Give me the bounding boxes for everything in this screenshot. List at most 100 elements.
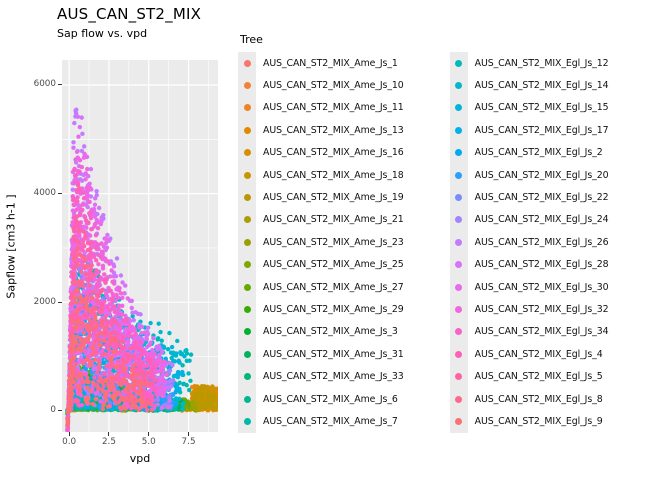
y-tick-label: 6000 xyxy=(33,79,56,90)
legend-label: AUS_CAN_ST2_MIX_Egl_Js_14 xyxy=(474,80,609,92)
legend-dot-icon xyxy=(455,149,463,157)
legend-key xyxy=(449,163,468,187)
legend-item: AUS_CAN_ST2_MIX_Ame_Js_33 xyxy=(238,365,404,388)
legend-dot-icon xyxy=(455,328,463,336)
y-tick-label: 4000 xyxy=(33,188,56,199)
legend-key xyxy=(449,275,468,299)
legend-item: AUS_CAN_ST2_MIX_Egl_Js_20 xyxy=(449,163,609,187)
legend-label: AUS_CAN_ST2_MIX_Ame_Js_13 xyxy=(263,124,404,136)
legend-dot-icon xyxy=(243,126,251,134)
legend-item: AUS_CAN_ST2_MIX_Ame_Js_11 xyxy=(238,96,404,120)
legend-key xyxy=(238,208,256,232)
legend-item: AUS_CAN_ST2_MIX_Ame_Js_31 xyxy=(238,343,404,366)
legend-dot-icon xyxy=(455,238,463,246)
legend-dot-icon xyxy=(455,350,463,358)
y-axis-title-wrap: Sapflow [cm3 h-1 ] xyxy=(2,60,20,432)
plot-subtitle: Sap flow vs. vpd xyxy=(57,27,148,40)
legend-key xyxy=(449,119,468,142)
legend-item: AUS_CAN_ST2_MIX_Ame_Js_25 xyxy=(238,253,404,276)
legend-key xyxy=(238,253,256,276)
legend-dot-icon xyxy=(243,305,251,313)
y-tick-mark xyxy=(58,410,62,412)
legend-dot-icon xyxy=(455,104,463,112)
y-axis-title: Sapflow [cm3 h-1 ] xyxy=(4,193,18,299)
legend-dot-icon xyxy=(455,283,463,291)
legend-label: AUS_CAN_ST2_MIX_Egl_Js_26 xyxy=(474,236,609,248)
legend-dot-icon xyxy=(243,82,251,90)
legend-key xyxy=(449,96,468,120)
legend-item: AUS_CAN_ST2_MIX_Ame_Js_16 xyxy=(238,141,404,164)
legend-key xyxy=(449,320,468,344)
legend-key xyxy=(238,387,256,411)
legend-title: Tree xyxy=(240,33,263,46)
legend-label: AUS_CAN_ST2_MIX_Egl_Js_22 xyxy=(474,192,609,204)
legend-dot-icon xyxy=(243,149,251,157)
legend-label: AUS_CAN_ST2_MIX_Egl_Js_17 xyxy=(474,124,609,136)
legend-item: AUS_CAN_ST2_MIX_Egl_Js_22 xyxy=(449,186,609,209)
legend-label: AUS_CAN_ST2_MIX_Ame_Js_21 xyxy=(263,214,404,226)
legend-item: AUS_CAN_ST2_MIX_Ame_Js_7 xyxy=(238,410,404,433)
legend-label: AUS_CAN_ST2_MIX_Egl_Js_34 xyxy=(474,326,609,338)
legend-item: AUS_CAN_ST2_MIX_Egl_Js_4 xyxy=(449,343,609,366)
legend-dot-icon xyxy=(455,126,463,134)
legend-label: AUS_CAN_ST2_MIX_Egl_Js_28 xyxy=(474,259,609,271)
legend-dot-icon xyxy=(243,395,251,403)
legend-dot-icon xyxy=(455,82,463,90)
legend-item: AUS_CAN_ST2_MIX_Ame_Js_6 xyxy=(238,387,404,411)
legend-label: AUS_CAN_ST2_MIX_Egl_Js_24 xyxy=(474,214,609,226)
legend-label: AUS_CAN_ST2_MIX_Egl_Js_8 xyxy=(474,393,603,405)
legend-key xyxy=(238,163,256,187)
legend-dot-icon xyxy=(455,171,463,179)
x-tick-label: 2.5 xyxy=(101,437,116,447)
x-tick-label: 0.0 xyxy=(62,437,77,447)
legend-item: AUS_CAN_ST2_MIX_Egl_Js_28 xyxy=(449,253,609,276)
legend-item: AUS_CAN_ST2_MIX_Ame_Js_13 xyxy=(238,119,404,142)
legend-key xyxy=(238,298,256,321)
legend-item: AUS_CAN_ST2_MIX_Egl_Js_9 xyxy=(449,410,609,433)
legend-label: AUS_CAN_ST2_MIX_Egl_Js_30 xyxy=(474,281,609,293)
y-tick-label: 2000 xyxy=(33,296,56,307)
legend-label: AUS_CAN_ST2_MIX_Egl_Js_32 xyxy=(474,303,609,315)
legend-key xyxy=(238,410,256,433)
y-tick-mark xyxy=(58,84,62,86)
legend-key xyxy=(238,343,256,366)
legend-dot-icon xyxy=(243,104,251,112)
legend-key xyxy=(449,343,468,366)
legend-item: AUS_CAN_ST2_MIX_Egl_Js_34 xyxy=(449,320,609,344)
legend-item: AUS_CAN_ST2_MIX_Ame_Js_23 xyxy=(238,231,404,254)
legend-label: AUS_CAN_ST2_MIX_Ame_Js_31 xyxy=(263,348,404,360)
legend-label: AUS_CAN_ST2_MIX_Ame_Js_11 xyxy=(263,102,404,114)
legend-dot-icon xyxy=(455,395,463,403)
legend-dot-icon xyxy=(243,328,251,336)
legend-key xyxy=(238,186,256,209)
legend-label: AUS_CAN_ST2_MIX_Egl_Js_2 xyxy=(474,147,603,159)
legend-label: AUS_CAN_ST2_MIX_Ame_Js_18 xyxy=(263,169,404,181)
legend-key xyxy=(238,141,256,164)
legend-item: AUS_CAN_ST2_MIX_Egl_Js_14 xyxy=(449,74,609,97)
legend-label: AUS_CAN_ST2_MIX_Ame_Js_25 xyxy=(263,259,404,271)
legend-key xyxy=(449,231,468,254)
legend-label: AUS_CAN_ST2_MIX_Egl_Js_9 xyxy=(474,415,603,427)
legend-label: AUS_CAN_ST2_MIX_Ame_Js_27 xyxy=(263,281,404,293)
legend-dot-icon xyxy=(455,194,463,202)
legend-label: AUS_CAN_ST2_MIX_Egl_Js_4 xyxy=(474,348,603,360)
legend-dot-icon xyxy=(243,350,251,358)
legend-label: AUS_CAN_ST2_MIX_Ame_Js_6 xyxy=(263,393,398,405)
legend-key xyxy=(238,52,256,75)
legend-key xyxy=(449,387,468,411)
legend-key xyxy=(449,208,468,232)
legend-key xyxy=(238,96,256,120)
legend-label: AUS_CAN_ST2_MIX_Ame_Js_7 xyxy=(263,415,398,427)
legend-item: AUS_CAN_ST2_MIX_Ame_Js_1 xyxy=(238,52,404,75)
legend-dot-icon xyxy=(243,194,251,202)
legend-key xyxy=(449,74,468,97)
legend-dot-icon xyxy=(243,216,251,224)
legend-item: AUS_CAN_ST2_MIX_Ame_Js_3 xyxy=(238,320,404,344)
legend-dot-icon xyxy=(455,373,463,381)
scatter-canvas xyxy=(62,60,218,432)
x-tick-mark xyxy=(108,432,110,436)
legend-columns: AUS_CAN_ST2_MIX_Ame_Js_1 AUS_CAN_ST2_MIX_… xyxy=(238,52,609,433)
legend: Tree AUS_CAN_ST2_MIX_Ame_Js_1 AUS_CAN_ST2… xyxy=(238,33,609,433)
legend-dot-icon xyxy=(455,417,463,425)
legend-item: AUS_CAN_ST2_MIX_Egl_Js_26 xyxy=(449,231,609,254)
